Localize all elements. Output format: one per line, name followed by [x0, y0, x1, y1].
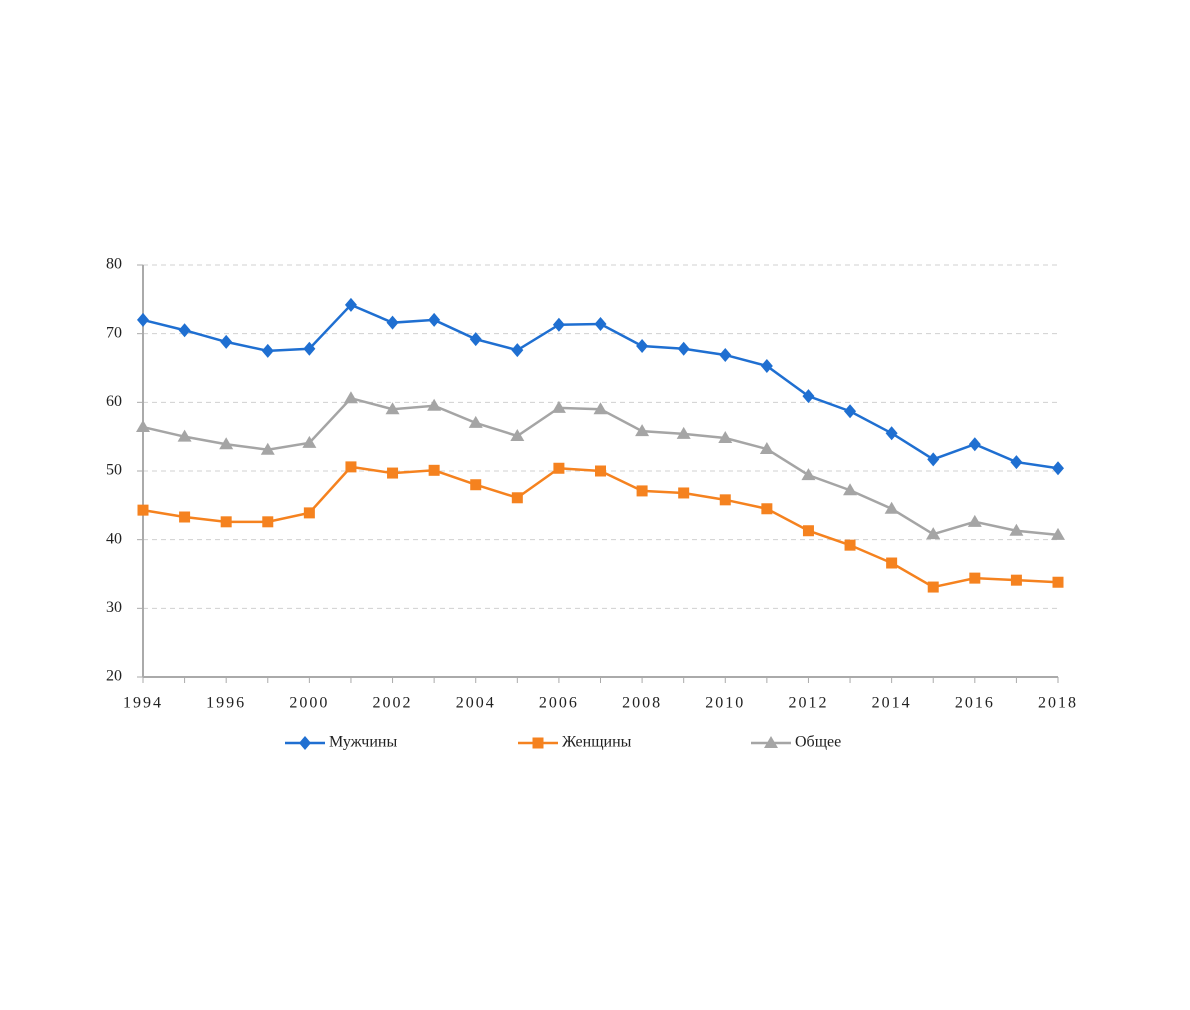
point [343, 391, 358, 404]
point [636, 485, 648, 497]
point [470, 479, 482, 491]
point [469, 332, 482, 347]
legend-label: Женщины [562, 734, 632, 751]
point [844, 404, 857, 419]
x-tick-label: 1994 [123, 695, 163, 712]
point [385, 402, 400, 415]
point [927, 581, 939, 593]
point [261, 343, 274, 358]
point [428, 312, 441, 327]
point [801, 468, 816, 481]
point [177, 429, 192, 442]
legend-label: Общее [795, 734, 841, 751]
point [886, 557, 898, 569]
point [299, 736, 311, 750]
x-tick-label: 2016 [955, 695, 995, 712]
point [551, 400, 566, 413]
legend-label: Мужчины [329, 734, 397, 751]
point [179, 511, 191, 523]
point [553, 462, 565, 474]
point [220, 334, 233, 349]
point [345, 461, 357, 473]
x-tick-label: 2004 [456, 695, 496, 712]
point [552, 317, 565, 332]
point [759, 442, 774, 455]
point [344, 297, 357, 312]
point [387, 467, 399, 479]
point [764, 736, 778, 748]
point [636, 339, 649, 354]
y-tick-label: 80 [106, 256, 122, 273]
point [260, 442, 275, 455]
point [428, 464, 440, 476]
point [678, 487, 690, 499]
point [511, 492, 523, 504]
x-tick-label: 2008 [622, 695, 662, 712]
y-tick-label: 70 [106, 324, 122, 341]
x-tick-label: 2010 [705, 695, 745, 712]
point [532, 737, 544, 749]
point [802, 525, 814, 537]
x-tick-label: 2000 [289, 695, 329, 712]
point [761, 503, 773, 515]
point [594, 317, 607, 332]
y-tick-label: 20 [106, 668, 122, 685]
x-tick-label: 2012 [788, 695, 828, 712]
point [719, 347, 732, 362]
y-tick-label: 60 [106, 393, 122, 410]
point [885, 426, 898, 441]
point [303, 341, 316, 356]
x-tick-label: 2002 [373, 695, 413, 712]
point [802, 389, 815, 404]
point [677, 341, 690, 356]
point [302, 435, 317, 448]
point [969, 572, 981, 584]
x-tick-label: 1996 [206, 695, 246, 712]
point [137, 312, 149, 327]
point [968, 437, 981, 452]
point [1010, 574, 1022, 586]
point [843, 483, 858, 496]
point [1052, 576, 1064, 588]
point [1051, 527, 1065, 540]
point [635, 424, 650, 437]
point [262, 516, 274, 528]
point [760, 358, 773, 373]
point [219, 437, 234, 450]
point [967, 514, 982, 527]
point [136, 420, 150, 433]
point [303, 507, 315, 519]
point [844, 539, 856, 551]
point [1010, 455, 1023, 470]
point [595, 465, 606, 477]
point [178, 323, 191, 338]
point [137, 504, 149, 516]
point [1009, 523, 1024, 536]
point [927, 452, 940, 467]
y-tick-label: 50 [106, 462, 122, 479]
point [427, 398, 442, 411]
x-tick-label: 2018 [1038, 695, 1078, 712]
point [510, 428, 525, 441]
point [926, 527, 941, 540]
point [593, 402, 608, 415]
point [719, 494, 731, 506]
point [468, 415, 483, 428]
point [220, 516, 232, 528]
point [718, 431, 733, 444]
point [511, 343, 524, 358]
x-tick-label: 2006 [539, 695, 579, 712]
point [1052, 461, 1064, 476]
y-tick-label: 30 [106, 599, 122, 616]
point [386, 315, 399, 330]
point [676, 426, 691, 439]
y-tick-label: 40 [106, 530, 122, 547]
x-tick-label: 2014 [872, 695, 912, 712]
point [884, 501, 899, 514]
